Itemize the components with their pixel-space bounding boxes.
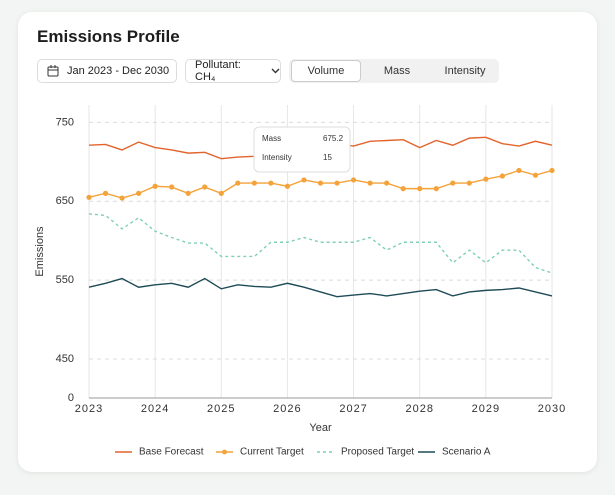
- y-tick-label: 450: [56, 353, 74, 365]
- point: [367, 180, 373, 186]
- point: [483, 176, 489, 182]
- point: [516, 167, 522, 174]
- pollutant: Pollutant: CH₄: [195, 59, 241, 83]
- point: [433, 186, 439, 192]
- legend-label: Scenario A: [442, 447, 491, 458]
- x-tick-label: 2026: [273, 403, 301, 415]
- tooltip: Mass 675.2 Intensity 15: [253, 126, 351, 173]
- point: [218, 190, 224, 196]
- point: [202, 184, 208, 190]
- point: [549, 167, 555, 174]
- y-tick-label: 0: [68, 392, 74, 404]
- point: [185, 190, 191, 196]
- series-line: [88, 277, 553, 298]
- point: [417, 186, 423, 192]
- y-tick-label: 550: [56, 274, 74, 286]
- legend-marker: [222, 449, 227, 455]
- point: [384, 180, 390, 186]
- point: [350, 177, 357, 183]
- point: [499, 173, 505, 179]
- point: [268, 180, 274, 186]
- x-tick-label: 2027: [339, 403, 367, 415]
- calendar-icon: [47, 65, 59, 77]
- pollutant-dropdown[interactable]: Pollutant: CH₄: [185, 59, 281, 83]
- legend-label: Proposed Target: [341, 447, 414, 458]
- view-option[interactable]: Volume: [291, 60, 361, 82]
- point: [466, 180, 472, 186]
- view-option[interactable]: Intensity: [444, 65, 486, 77]
- legend-label: Current Target: [240, 447, 304, 458]
- point: [86, 194, 92, 200]
- tooltip-value: 15: [323, 153, 332, 162]
- card: Emissions Profile Jan 2023 - Dec 2030 Po…: [18, 12, 597, 472]
- point: [251, 180, 257, 186]
- series-line: [88, 213, 553, 274]
- view-toggle: Volume Mass Intensity: [289, 59, 499, 83]
- chart-title: Emissions Profile: [37, 27, 180, 46]
- date-range: Jan 2023 - Dec 2030: [67, 65, 170, 77]
- y-axis-label: Emissions: [34, 226, 46, 277]
- point: [532, 172, 539, 178]
- point: [152, 183, 158, 189]
- point: [317, 180, 324, 186]
- point: [450, 180, 456, 186]
- x-tick-label: 2029: [472, 403, 500, 415]
- point: [102, 190, 109, 196]
- point: [284, 183, 291, 189]
- point: [301, 177, 307, 183]
- x-axis-label: Year: [309, 422, 332, 434]
- legend-label: Base Forecast: [139, 447, 204, 458]
- point: [235, 180, 241, 186]
- point: [169, 184, 175, 190]
- tooltip-value: 675.2: [323, 134, 344, 143]
- y-tick-label: 650: [56, 195, 74, 207]
- x-tick-label: 2024: [141, 403, 169, 415]
- point: [400, 186, 406, 192]
- tooltip-label: Intensity: [262, 153, 292, 162]
- point: [119, 195, 125, 201]
- view-option[interactable]: Mass: [383, 65, 411, 77]
- x-tick-label: 2025: [207, 403, 235, 415]
- x-tick-label: 2030: [538, 403, 566, 415]
- chevron: [271, 68, 280, 74]
- x-tick-label: 2023: [75, 403, 103, 415]
- point: [136, 190, 142, 196]
- tooltip-box: [253, 126, 351, 173]
- date-picker[interactable]: Jan 2023 - Dec 2030: [37, 59, 177, 83]
- tooltip-label: Mass: [262, 134, 281, 143]
- x-tick-label: 2028: [405, 403, 433, 415]
- point: [334, 180, 340, 186]
- y-tick-label: 750: [56, 116, 74, 128]
